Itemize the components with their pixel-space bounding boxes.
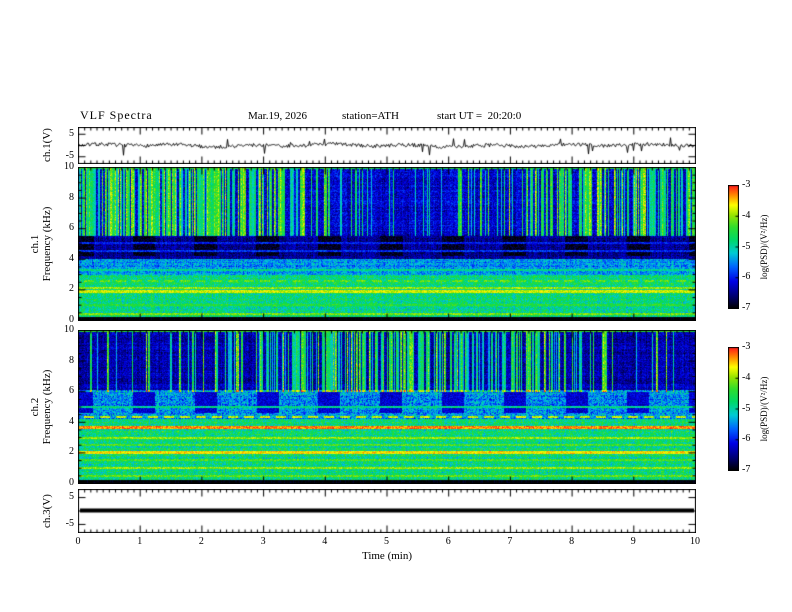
ch3-waveform-canvas: [78, 489, 696, 533]
x-tick-label: 0: [75, 536, 81, 547]
ch1-axis-frequency-label: Frequency (kHz): [41, 206, 53, 282]
colorbar-tick-label: -5: [742, 402, 751, 414]
plot-title: VLF Spectra: [80, 108, 153, 122]
plot-date: Mar.19, 2026: [248, 110, 307, 122]
ch2-frequency-axis-label: ch.2 Frequency (kHz): [29, 370, 53, 445]
ch1-waveform-canvas: [78, 127, 696, 164]
ch2-freq-tick-label: 4: [69, 415, 74, 427]
x-tick-label: 7: [507, 536, 513, 547]
ch1-freq-tick-label: 10: [64, 161, 74, 172]
ch2-freq-tick-label: 0: [69, 477, 74, 488]
ch1-volt-tick-label: -5: [65, 150, 74, 162]
colorbar-ch2-label: log(PSD)/(V²/Hz): [759, 376, 769, 442]
ch2-spectrogram-canvas: [78, 330, 696, 484]
x-tick-label: 4: [322, 536, 328, 547]
ch1-freq-tick-label: 0: [69, 314, 74, 325]
colorbar-tick-label: -4: [742, 209, 751, 221]
ch1-spectrogram-panel: [78, 167, 696, 321]
colorbar-tick-label: -6: [742, 271, 751, 283]
colorbar-tick-label: -4: [742, 371, 751, 383]
colorbar-ch1-label: log(PSD)/(V²/Hz): [759, 214, 769, 280]
ch2-spectrogram-panel: [78, 330, 696, 484]
ch1-frequency-axis-label: ch.1 Frequency (kHz): [29, 207, 53, 282]
x-tick-label: 8: [569, 536, 575, 547]
colorbar-ch2: [728, 347, 739, 471]
ch2-freq-tick-label: 10: [64, 324, 74, 335]
plot-start-ut: start UT = 20:20:0: [437, 110, 522, 122]
ch1-axis-channel-label: ch.1: [29, 234, 41, 254]
ch2-freq-tick-label: 2: [69, 446, 74, 458]
ch1-freq-tick-label: 6: [69, 222, 74, 234]
ch2-freq-tick-label: 6: [69, 385, 74, 397]
x-tick-label: 5: [384, 536, 389, 547]
plot-station: station=ATH: [342, 110, 399, 122]
x-tick-label: 9: [630, 536, 636, 547]
ch2-freq-tick-label: 8: [69, 354, 74, 366]
ch2-axis-frequency-label: Frequency (kHz): [41, 369, 53, 445]
ch1-freq-tick-label: 8: [69, 191, 74, 203]
ch3-waveform-panel: [78, 489, 696, 533]
ch1-waveform-panel: [78, 127, 696, 164]
colorbar-tick-label: -3: [742, 341, 751, 352]
colorbar-tick-label: -3: [742, 179, 751, 190]
x-axis-label: Time (min): [361, 550, 413, 562]
ch2-axis-channel-label: ch.2: [29, 397, 41, 417]
colorbar-tick-label: -5: [742, 240, 751, 252]
x-tick-label: 2: [198, 536, 204, 547]
ch1-freq-tick-label: 2: [69, 283, 74, 295]
x-tick-label: 1: [137, 536, 143, 547]
colorbar-tick-label: -7: [742, 302, 751, 313]
colorbar-tick-label: -7: [742, 464, 751, 475]
x-tick-label: 6: [445, 536, 451, 547]
ch1-spectrogram-canvas: [78, 167, 696, 321]
ch3-volt-tick-label: -5: [65, 517, 74, 529]
colorbar-ch1: [728, 185, 739, 309]
ch1-volt-tick-label: 5: [69, 127, 74, 139]
ch1-freq-tick-label: 4: [69, 252, 74, 264]
colorbar-tick-label: -6: [742, 433, 751, 445]
x-tick-label: 10: [690, 536, 700, 547]
x-tick-label: 3: [260, 536, 266, 547]
ch3-volt-tick-label: 5: [69, 491, 74, 503]
